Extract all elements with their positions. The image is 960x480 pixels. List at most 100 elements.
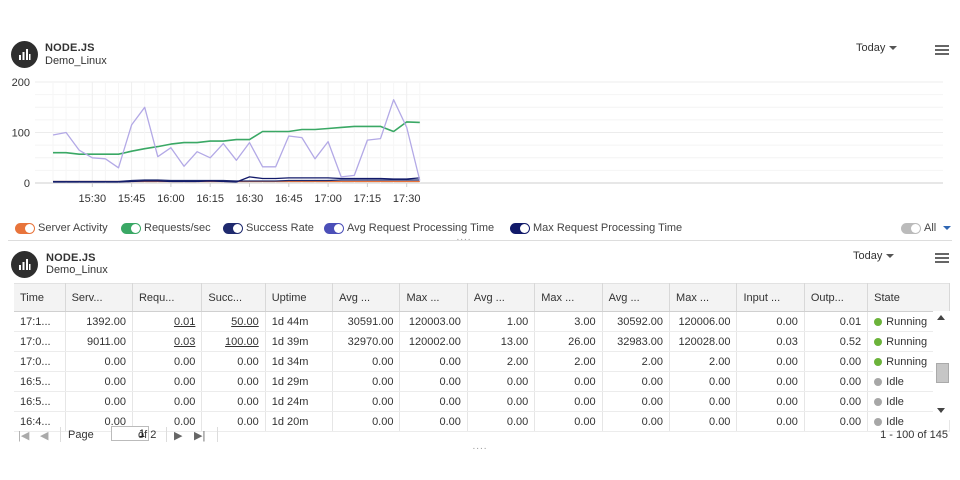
- column-header[interactable]: Avg ...: [332, 283, 401, 312]
- table-cell[interactable]: 0.03: [132, 331, 203, 352]
- table-panel-title: NODE.JS: [46, 252, 96, 264]
- table-cell: 0.00: [804, 351, 869, 372]
- column-header[interactable]: Input ...: [736, 283, 805, 312]
- table-cell: 1d 24m: [265, 391, 334, 412]
- column-header[interactable]: Outp...: [804, 283, 869, 312]
- line-chart: 0 100 200 15:30 15:45 16:00 16:15 16:30 16:45 17…: [12, 77, 943, 205]
- table-cell: 0.00: [132, 411, 203, 432]
- toggle-icon: [324, 222, 344, 234]
- range-dropdown-label: Today: [856, 42, 886, 54]
- series-line-requests-sec[interactable]: [53, 121, 420, 155]
- table-cell: 0.00: [201, 371, 266, 392]
- column-header[interactable]: Max ...: [534, 283, 603, 312]
- x-tick-label: 17:30: [393, 193, 421, 205]
- chart-grid: [35, 81, 943, 184]
- table-cell: 0.01: [804, 311, 869, 332]
- last-page-icon[interactable]: ▶|: [194, 430, 206, 442]
- table-cell: 120003.00: [399, 311, 468, 332]
- table-range-dropdown[interactable]: Today: [853, 250, 895, 262]
- legend-item-max-request-processing-time[interactable]: Max Request Processing Time: [510, 221, 682, 235]
- table-cell: 0.00: [669, 391, 738, 412]
- legend-item-success-rate[interactable]: Success Rate: [223, 221, 314, 235]
- table-row[interactable]: 16:4... 0.00 0.00 0.00 1d 20m 0.00 0.00 0.00 0.0…: [14, 411, 950, 432]
- table-cell[interactable]: 50.00: [201, 311, 266, 332]
- table-cell: 0.00: [669, 371, 738, 392]
- page-number-input[interactable]: [111, 426, 149, 441]
- panel-divider: [8, 240, 952, 241]
- series-line-max-request-processing-time[interactable]: [53, 176, 420, 183]
- table-cell: 0.00: [669, 411, 738, 432]
- column-header[interactable]: Max ...: [669, 283, 738, 312]
- column-header[interactable]: Max ...: [399, 283, 468, 312]
- table-cell: 0.00: [332, 391, 401, 412]
- table-row[interactable]: 16:5... 0.00 0.00 0.00 1d 24m 0.00 0.00 0.00 0.0…: [14, 391, 950, 412]
- table-cell[interactable]: 0.01: [132, 311, 203, 332]
- table-cell: 0.00: [467, 371, 536, 392]
- range-dropdown[interactable]: Today: [856, 42, 898, 54]
- column-header[interactable]: Uptime: [265, 283, 334, 312]
- y-tick-label: 0: [24, 178, 30, 190]
- first-page-icon[interactable]: |◀: [18, 430, 30, 442]
- table-cell[interactable]: 100.00: [201, 331, 266, 352]
- legend-item-avg-request-processing-time[interactable]: Avg Request Processing Time: [324, 221, 494, 235]
- table-cell: 0.00: [467, 411, 536, 432]
- toggle-icon: [510, 222, 530, 234]
- table-cell: 17:0...: [14, 331, 66, 352]
- table-row[interactable]: 16:5... 0.00 0.00 0.00 1d 29m 0.00 0.00 0.00 0.0…: [14, 371, 950, 392]
- legend-all-toggle[interactable]: All: [901, 221, 952, 235]
- prev-page-icon[interactable]: ◀: [40, 430, 49, 442]
- resize-handle[interactable]: ....: [456, 232, 472, 243]
- scroll-down-icon[interactable]: [937, 408, 945, 413]
- column-header[interactable]: Succ...: [201, 283, 266, 312]
- table-cell: 0.00: [467, 391, 536, 412]
- state-label: Idle: [886, 395, 904, 408]
- next-page-icon[interactable]: ▶: [174, 430, 183, 442]
- state-label: Running: [886, 315, 928, 328]
- y-tick-label: 200: [12, 77, 30, 89]
- x-tick-label: 16:00: [157, 193, 185, 205]
- table-cell: 17:1...: [14, 311, 66, 332]
- table-menu-icon[interactable]: [935, 253, 949, 263]
- panel-title: NODE.JS: [45, 42, 95, 54]
- status-dot-icon: [874, 397, 883, 406]
- table-cell: 0.00: [399, 371, 468, 392]
- x-tick-label: 16:15: [196, 193, 224, 205]
- table-cell: 0.00: [602, 411, 671, 432]
- scroll-up-icon[interactable]: [937, 315, 945, 320]
- table-cell: 120028.00: [669, 331, 738, 352]
- bottom-resize-handle[interactable]: ....: [472, 441, 488, 452]
- legend-item-requests-sec[interactable]: Requests/sec: [121, 221, 211, 235]
- pager-separator: [166, 427, 167, 442]
- table-cell: 0.00: [132, 371, 203, 392]
- table-cell: 3.00: [534, 311, 603, 332]
- status-dot-icon: [874, 417, 883, 426]
- table-row[interactable]: 17:0... 9011.00 0.03 100.00 1d 39m 32970.00 12…: [14, 331, 950, 352]
- column-header[interactable]: Avg ...: [602, 283, 671, 312]
- table-cell: 30591.00: [332, 311, 401, 332]
- state-cell: Idle: [867, 411, 950, 432]
- column-header[interactable]: State: [867, 283, 950, 312]
- column-header[interactable]: Avg ...: [467, 283, 536, 312]
- table-cell: 2.00: [534, 351, 603, 372]
- table-cell: 0.00: [804, 411, 869, 432]
- x-tick-label: 15:30: [79, 193, 107, 205]
- scroll-thumb[interactable]: [936, 363, 949, 383]
- table-cell: 0.00: [201, 391, 266, 412]
- series-line-avg-request-processing-time[interactable]: [52, 99, 421, 181]
- column-header[interactable]: Requ...: [132, 283, 203, 312]
- page-label: Page: [68, 429, 94, 441]
- table-row[interactable]: 17:0... 0.00 0.00 0.00 1d 34m 0.00 0.00 2.00 2.0…: [14, 351, 950, 372]
- table-row[interactable]: 17:1... 1392.00 0.01 50.00 1d 44m 30591.00 120…: [14, 311, 950, 332]
- table-cell: 30592.00: [602, 311, 671, 332]
- column-header[interactable]: Time: [14, 283, 66, 312]
- table-cell: 1392.00: [65, 311, 133, 332]
- toggle-icon: [901, 222, 921, 234]
- table-scrollbar[interactable]: [933, 311, 950, 420]
- column-header[interactable]: Serv...: [65, 283, 133, 312]
- menu-icon[interactable]: [935, 45, 949, 55]
- table-cell: 120002.00: [399, 331, 468, 352]
- table-cell: 0.00: [65, 351, 133, 372]
- chevron-down-icon: [943, 226, 952, 231]
- table-cell: 0.03: [736, 331, 805, 352]
- legend-item-server-activity[interactable]: Server Activity: [15, 221, 108, 235]
